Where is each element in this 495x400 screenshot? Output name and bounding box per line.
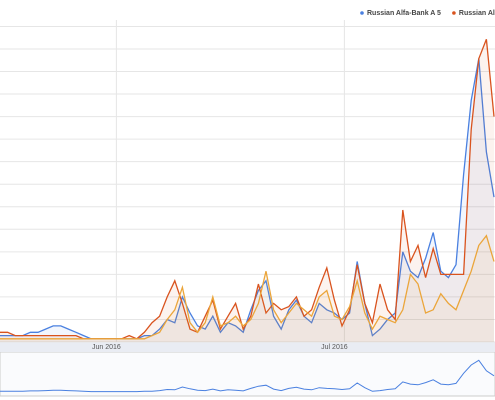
legend-marker <box>360 11 364 15</box>
legend-marker <box>452 11 456 15</box>
area <box>0 58 494 342</box>
navigator <box>0 351 495 397</box>
legend: Russian Alfa-Bank A 5 Russian Alfa <box>360 10 495 17</box>
legend-label: Russian Alfa-Bank A 5 <box>367 10 441 17</box>
area <box>0 39 494 343</box>
x-tick-label: Jun 2016 <box>92 344 121 351</box>
legend-label: Russian Alfa <box>459 10 495 17</box>
line <box>0 58 495 340</box>
navigator-line <box>0 359 495 393</box>
x-tick-label: Jul 2016 <box>321 344 348 351</box>
area <box>0 235 494 342</box>
x-axis-band <box>0 342 495 352</box>
line <box>0 234 495 340</box>
